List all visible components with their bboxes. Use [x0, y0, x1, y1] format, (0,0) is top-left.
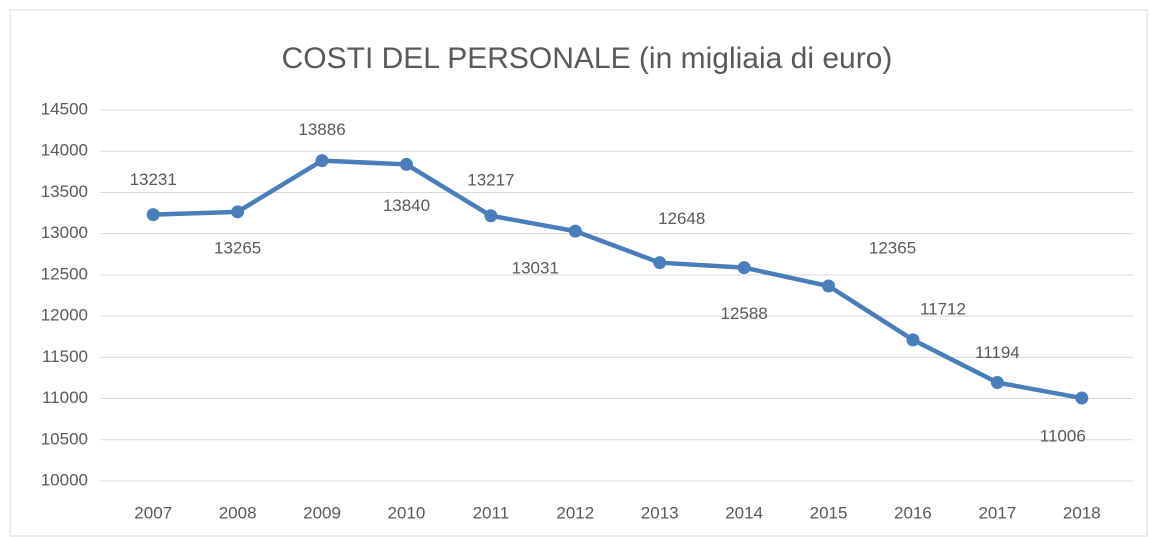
data-line	[153, 158, 1083, 401]
data-point	[906, 333, 920, 347]
x-tick-label: 2018	[1063, 503, 1101, 522]
y-tick-label: 10500	[41, 429, 88, 448]
data-label: 12648	[658, 209, 705, 228]
data-label: 13031	[512, 259, 559, 278]
x-tick-label: 2008	[219, 503, 257, 522]
x-tick-label: 2014	[725, 503, 763, 522]
x-tick-label: 2007	[134, 503, 172, 522]
data-label: 11712	[920, 299, 966, 318]
y-tick-label: 10000	[41, 470, 88, 489]
y-tick-label: 14000	[41, 141, 88, 160]
y-tick-label: 11000	[42, 388, 88, 407]
y-tick-label: 13000	[41, 223, 88, 242]
y-tick-label: 13500	[41, 182, 88, 201]
x-tick-label: 2009	[303, 503, 341, 522]
chart-frame	[9, 9, 1148, 537]
data-label: 13217	[467, 170, 514, 189]
data-point	[822, 279, 836, 293]
x-tick-label: 2011	[473, 503, 510, 522]
data-label: 13265	[214, 238, 261, 257]
data-label: 13886	[298, 120, 345, 139]
data-point	[568, 224, 582, 238]
data-label: 12588	[720, 304, 767, 323]
data-label: 13231	[130, 170, 177, 189]
x-tick-label: 2015	[810, 503, 848, 522]
data-point	[653, 256, 667, 270]
data-label: 11006	[1040, 427, 1086, 446]
data-point	[231, 205, 245, 219]
data-point	[315, 154, 329, 168]
chart-title: COSTI DEL PERSONALE (in migliaia di euro…	[282, 42, 893, 75]
data-label: 12365	[869, 239, 916, 258]
x-tick-label: 2010	[388, 503, 426, 522]
x-tick-label: 2013	[641, 503, 679, 522]
data-label: 11194	[975, 343, 1020, 362]
data-point	[399, 157, 413, 171]
y-tick-label: 12000	[41, 306, 88, 325]
y-tick-label: 12500	[41, 264, 88, 283]
data-point	[146, 208, 160, 222]
x-tick-label: 2012	[556, 503, 594, 522]
data-label: 13840	[383, 196, 430, 215]
y-tick-label: 14500	[41, 99, 88, 118]
data-point	[484, 209, 498, 223]
y-tick-label: 11500	[42, 347, 88, 366]
data-point	[737, 261, 751, 275]
x-tick-label: 2017	[978, 503, 1016, 522]
data-point	[990, 376, 1004, 390]
x-tick-label: 2016	[894, 503, 932, 522]
data-point	[1075, 391, 1089, 405]
